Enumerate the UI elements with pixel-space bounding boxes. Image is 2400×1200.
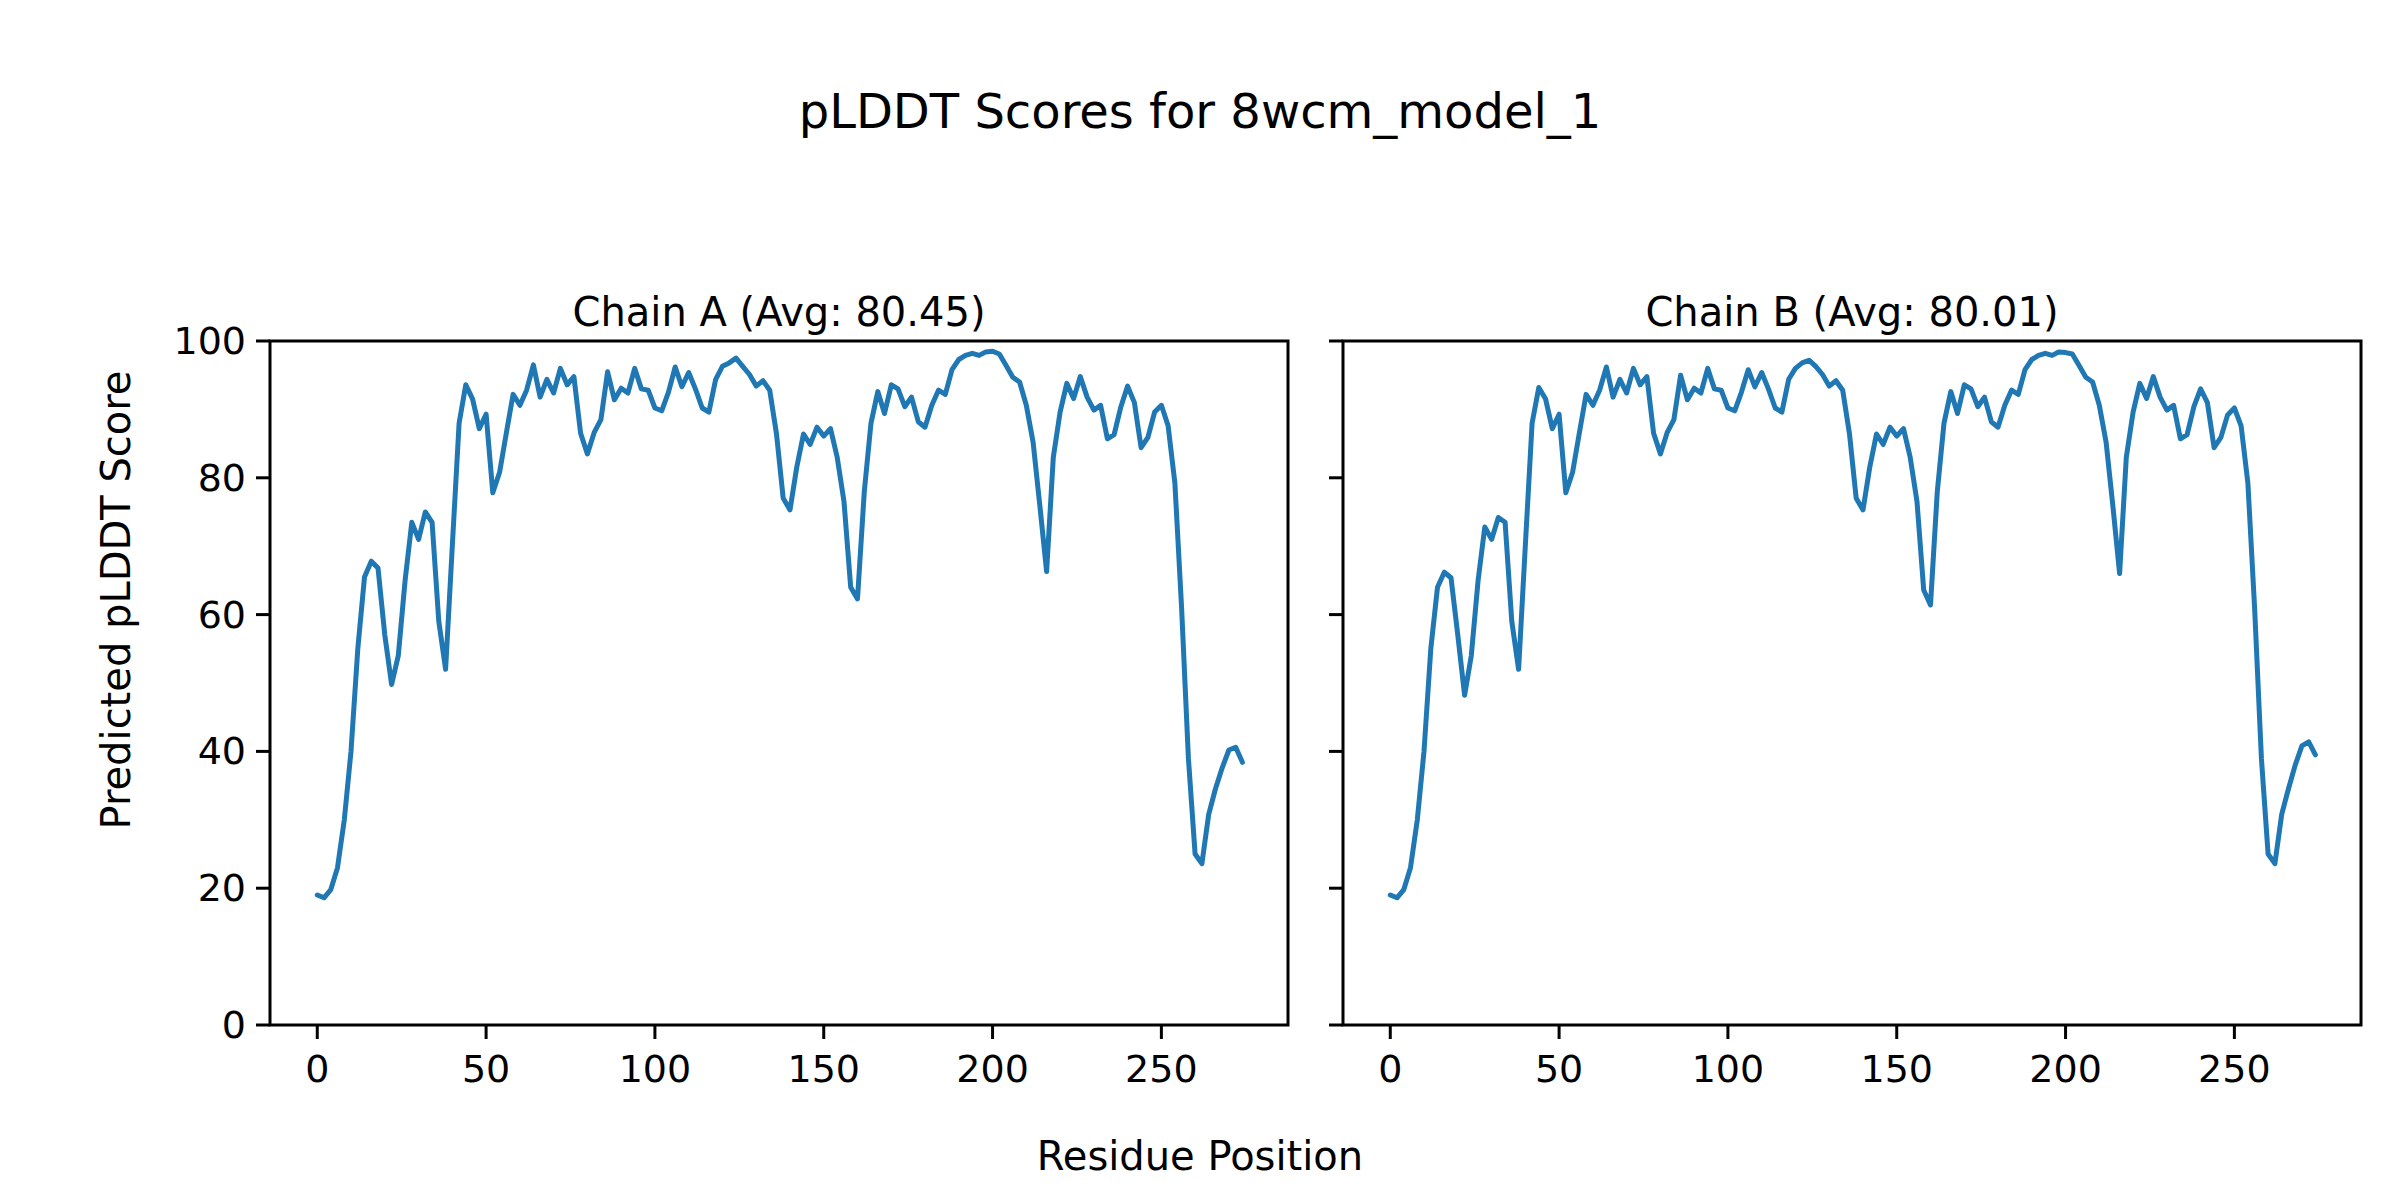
- x-axis-label: Residue Position: [1037, 1133, 1363, 1179]
- figure-canvas: pLDDT Scores for 8wcm_model_1 Residue Po…: [0, 0, 2400, 1200]
- figure-title: pLDDT Scores for 8wcm_model_1: [799, 83, 1602, 139]
- y-tick-label: 80: [198, 456, 246, 500]
- x-tick-label: 150: [787, 1047, 860, 1091]
- x-tick-label: 50: [462, 1047, 510, 1091]
- x-tick-label: 250: [1125, 1047, 1198, 1091]
- y-axis-label: Predicted pLDDT Score: [93, 371, 139, 830]
- x-tick-label: 150: [1860, 1047, 1933, 1091]
- y-tick-label: 20: [198, 866, 246, 910]
- x-tick-label: 100: [1692, 1047, 1765, 1091]
- x-tick-label: 50: [1535, 1047, 1583, 1091]
- chain-b-title: Chain B (Avg: 80.01): [1645, 289, 2058, 335]
- y-tick-label: 40: [198, 729, 246, 773]
- y-tick-label: 100: [173, 319, 246, 363]
- x-tick-label: 200: [2029, 1047, 2102, 1091]
- y-tick-label: 60: [198, 593, 246, 637]
- plddt-figure: pLDDT Scores for 8wcm_model_1 Residue Po…: [0, 0, 2400, 1200]
- x-tick-label: 100: [619, 1047, 692, 1091]
- x-tick-label: 250: [2198, 1047, 2271, 1091]
- x-tick-label: 0: [1378, 1047, 1402, 1091]
- chain-a-title: Chain A (Avg: 80.45): [572, 289, 985, 335]
- x-tick-label: 200: [956, 1047, 1029, 1091]
- y-tick-label: 0: [222, 1003, 246, 1047]
- x-tick-label: 0: [305, 1047, 329, 1091]
